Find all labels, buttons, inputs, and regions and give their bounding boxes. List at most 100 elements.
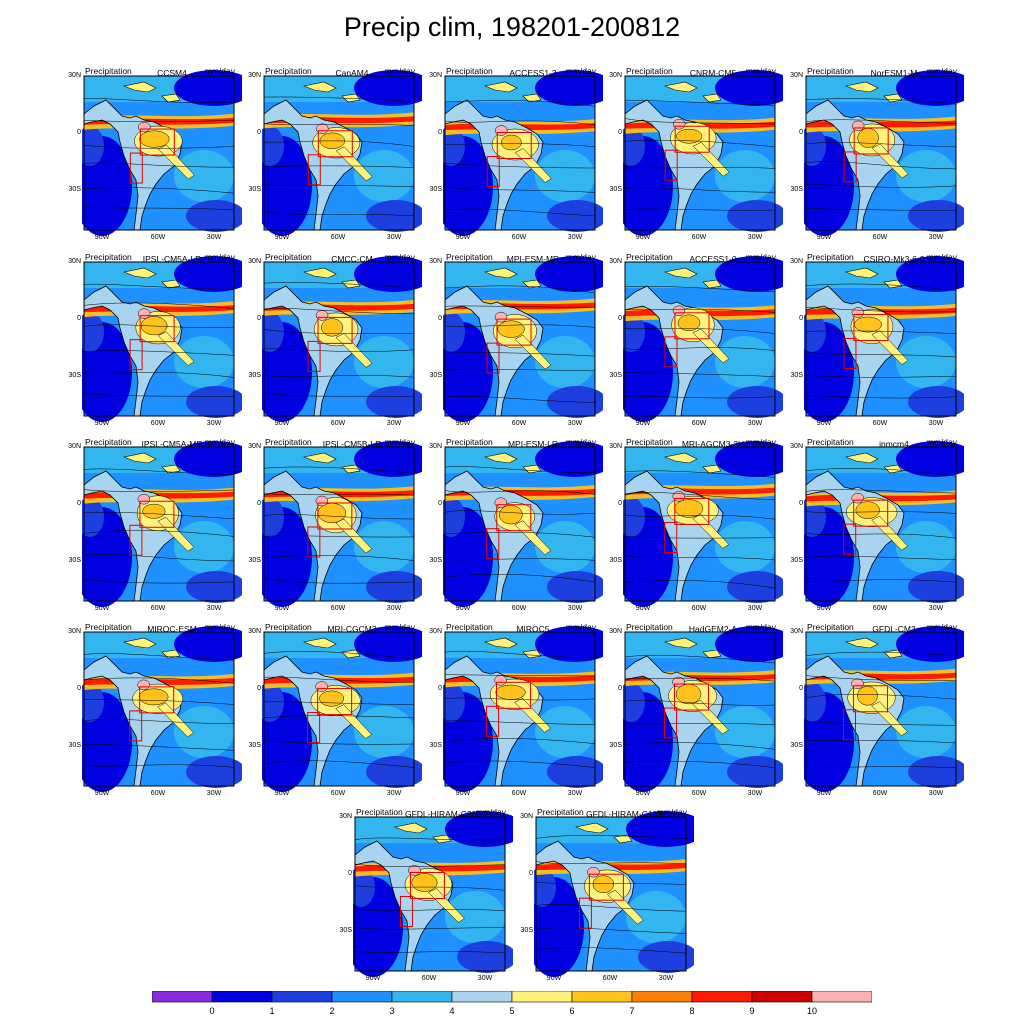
lon-tick-label: 90W [274, 605, 290, 612]
panel-units-label: mm/day [656, 807, 687, 817]
lon-tick-label: 30W [567, 420, 583, 427]
lon-tick-label: 90W [274, 234, 290, 241]
panel-units-label: mm/day [204, 252, 235, 262]
lat-tick-label: 0 [799, 314, 803, 322]
panel-variable-label: Precipitation [265, 66, 312, 76]
colorbar-segment [331, 991, 393, 1003]
colorbar [152, 991, 872, 1003]
colorbar-segment [751, 991, 813, 1003]
lat-tick-label: 30N [429, 628, 442, 635]
colorbar-segment [211, 991, 273, 1003]
precip-map [534, 811, 694, 977]
panel-variable-label: Precipitation [807, 622, 854, 632]
map-panel: Precipitation MRI-AGCM3-2H mm/day 30N 0 30S 90… [609, 436, 803, 616]
panel-variable-label: Precipitation [446, 437, 493, 447]
panel-units-label: mm/day [475, 807, 506, 817]
colorbar-tick-label: 8 [689, 1006, 695, 1016]
lat-tick-label: 0 [257, 684, 261, 692]
precip-map [623, 256, 783, 422]
lat-tick-label: 30N [520, 813, 533, 820]
lon-tick-label: 90W [635, 605, 651, 612]
lat-tick-label: 0 [77, 499, 81, 507]
lat-tick-label: 30N [609, 443, 622, 450]
lat-tick-label: 30N [248, 258, 261, 265]
lat-tick-label: 0 [618, 499, 622, 507]
panel-model-name: CSIRO-Mk3-6-0 [863, 254, 925, 264]
lon-tick-label: 30W [928, 790, 944, 797]
map-panel: Precipitation MPI-ESM-MR mm/day 30N 0 30S 90W 6… [429, 251, 623, 431]
panel-units-label: mm/day [384, 66, 415, 76]
precip-map [262, 626, 422, 792]
lon-tick-label: 90W [455, 605, 471, 612]
lon-tick-label: 30W [477, 975, 493, 982]
lat-tick-label: 0 [257, 128, 261, 136]
map-panel: Precipitation CCSM4 mm/day 30N 0 30S 90W 60W 30W [68, 65, 262, 245]
lat-tick-label: 0 [438, 499, 442, 507]
panel-variable-label: Precipitation [626, 437, 673, 447]
lat-tick-label: 30S [429, 371, 442, 379]
lon-tick-label: 60W [330, 790, 346, 797]
lon-tick-label: 30W [386, 790, 402, 797]
colorbar-segment [691, 991, 753, 1003]
map-panel: Precipitation IPSL-CM5B-LR mm/day 30N 0 30S 90… [248, 436, 442, 616]
lat-tick-label: 0 [77, 128, 81, 136]
panel-variable-label: Precipitation [85, 66, 132, 76]
lat-tick-label: 0 [618, 314, 622, 322]
lat-tick-label: 30S [429, 185, 442, 193]
lon-tick-label: 30W [206, 234, 222, 241]
lat-tick-label: 30N [790, 443, 803, 450]
lat-tick-label: 0 [438, 314, 442, 322]
lon-tick-label: 60W [872, 605, 888, 612]
colorbar-tick-label: 10 [806, 1006, 817, 1016]
panel-model-name: GFDL-CM3 [872, 624, 916, 634]
lon-tick-label: 30W [206, 420, 222, 427]
panel-variable-label: Precipitation [85, 252, 132, 262]
map-panel: Precipitation ACCESS1-0 mm/day 30N 0 30S 90W 60… [609, 251, 803, 431]
panel-model-name: MRI-AGCM3-2H [681, 439, 745, 449]
panel-units-label: mm/day [745, 622, 776, 632]
lon-tick-label: 90W [635, 420, 651, 427]
lon-tick-label: 30W [206, 605, 222, 612]
panel-model-name: GFDL-HIRAM-C180 [585, 809, 663, 819]
lat-tick-label: 30S [609, 371, 622, 379]
colorbar-tick-label: 7 [629, 1006, 635, 1016]
lon-tick-label: 30W [567, 790, 583, 797]
panel-variable-label: Precipitation [626, 622, 673, 632]
lat-tick-label: 30N [339, 813, 352, 820]
panel-units-label: mm/day [926, 252, 957, 262]
panel-units-label: mm/day [565, 252, 596, 262]
lat-tick-label: 30S [248, 556, 261, 564]
panel-variable-label: Precipitation [807, 437, 854, 447]
lon-tick-label: 60W [872, 420, 888, 427]
lon-tick-label: 90W [816, 420, 832, 427]
lon-tick-label: 90W [816, 605, 832, 612]
lon-tick-label: 30W [928, 234, 944, 241]
lon-tick-label: 60W [691, 790, 707, 797]
panel-model-name: inmcm4 [879, 439, 909, 449]
precip-map [623, 626, 783, 792]
precip-map [804, 256, 964, 422]
map-panel: Precipitation CMCC-CM mm/day 30N 0 30S 90W 60W 3… [248, 251, 442, 431]
lon-tick-label: 30W [928, 605, 944, 612]
lon-tick-label: 60W [150, 790, 166, 797]
precip-map [443, 626, 603, 792]
lon-tick-label: 90W [365, 975, 381, 982]
panel-variable-label: Precipitation [265, 437, 312, 447]
lat-tick-label: 0 [799, 499, 803, 507]
panel-units-label: mm/day [926, 66, 957, 76]
lon-tick-label: 60W [330, 605, 346, 612]
lon-tick-label: 90W [94, 234, 110, 241]
precip-map [804, 441, 964, 607]
lat-tick-label: 0 [799, 684, 803, 692]
lon-tick-label: 90W [274, 790, 290, 797]
lat-tick-label: 0 [77, 684, 81, 692]
precip-map [623, 70, 783, 236]
lon-tick-label: 30W [747, 790, 763, 797]
lon-tick-label: 60W [330, 234, 346, 241]
panel-units-label: mm/day [384, 252, 415, 262]
lon-tick-label: 60W [872, 790, 888, 797]
lon-tick-label: 90W [455, 790, 471, 797]
colorbar-segment [511, 991, 573, 1003]
precip-map [443, 441, 603, 607]
